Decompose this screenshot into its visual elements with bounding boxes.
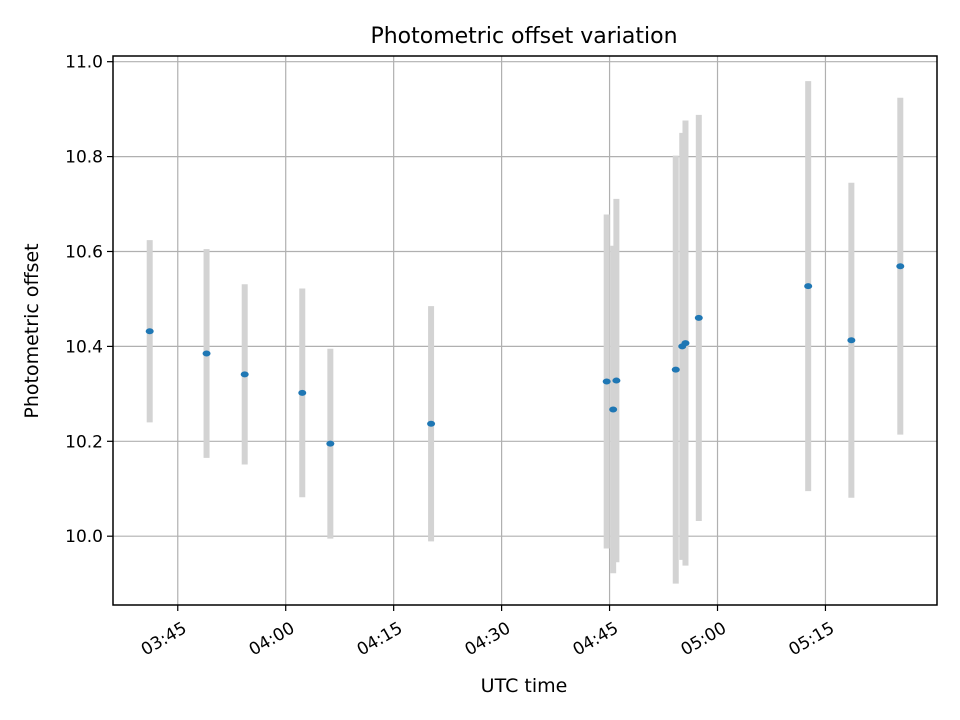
y-axis: 10.0 10.2 10.4 10.6 10.8 11.0 [65,53,113,547]
y-tick-label: 10.4 [65,337,103,357]
data-point [681,340,690,347]
data-point [671,366,680,373]
data-point [602,378,611,385]
x-axis-label: UTC time [481,675,568,697]
data-point [326,440,335,447]
y-axis-label: Photometric offset [21,243,43,418]
plot-frame [112,55,938,606]
y-tick-label: 10.8 [65,148,103,168]
data-point [694,314,703,321]
plot-background [113,56,937,605]
data-point [427,420,436,427]
data-point [298,389,307,396]
data-point [847,337,856,344]
data-point [145,328,154,335]
y-tick-label: 10.0 [65,527,103,547]
data-point [609,406,618,413]
y-tick-label: 10.6 [65,242,103,262]
data-point [202,350,211,357]
data-point [804,283,813,290]
y-tick-label: 10.2 [65,432,103,452]
data-point [896,263,905,270]
chart-title: Photometric offset variation [370,24,677,49]
data-points [145,263,905,447]
y-tick-label: 11.0 [65,53,103,73]
grid [113,56,937,605]
data-point [612,377,621,384]
data-point [240,371,249,378]
